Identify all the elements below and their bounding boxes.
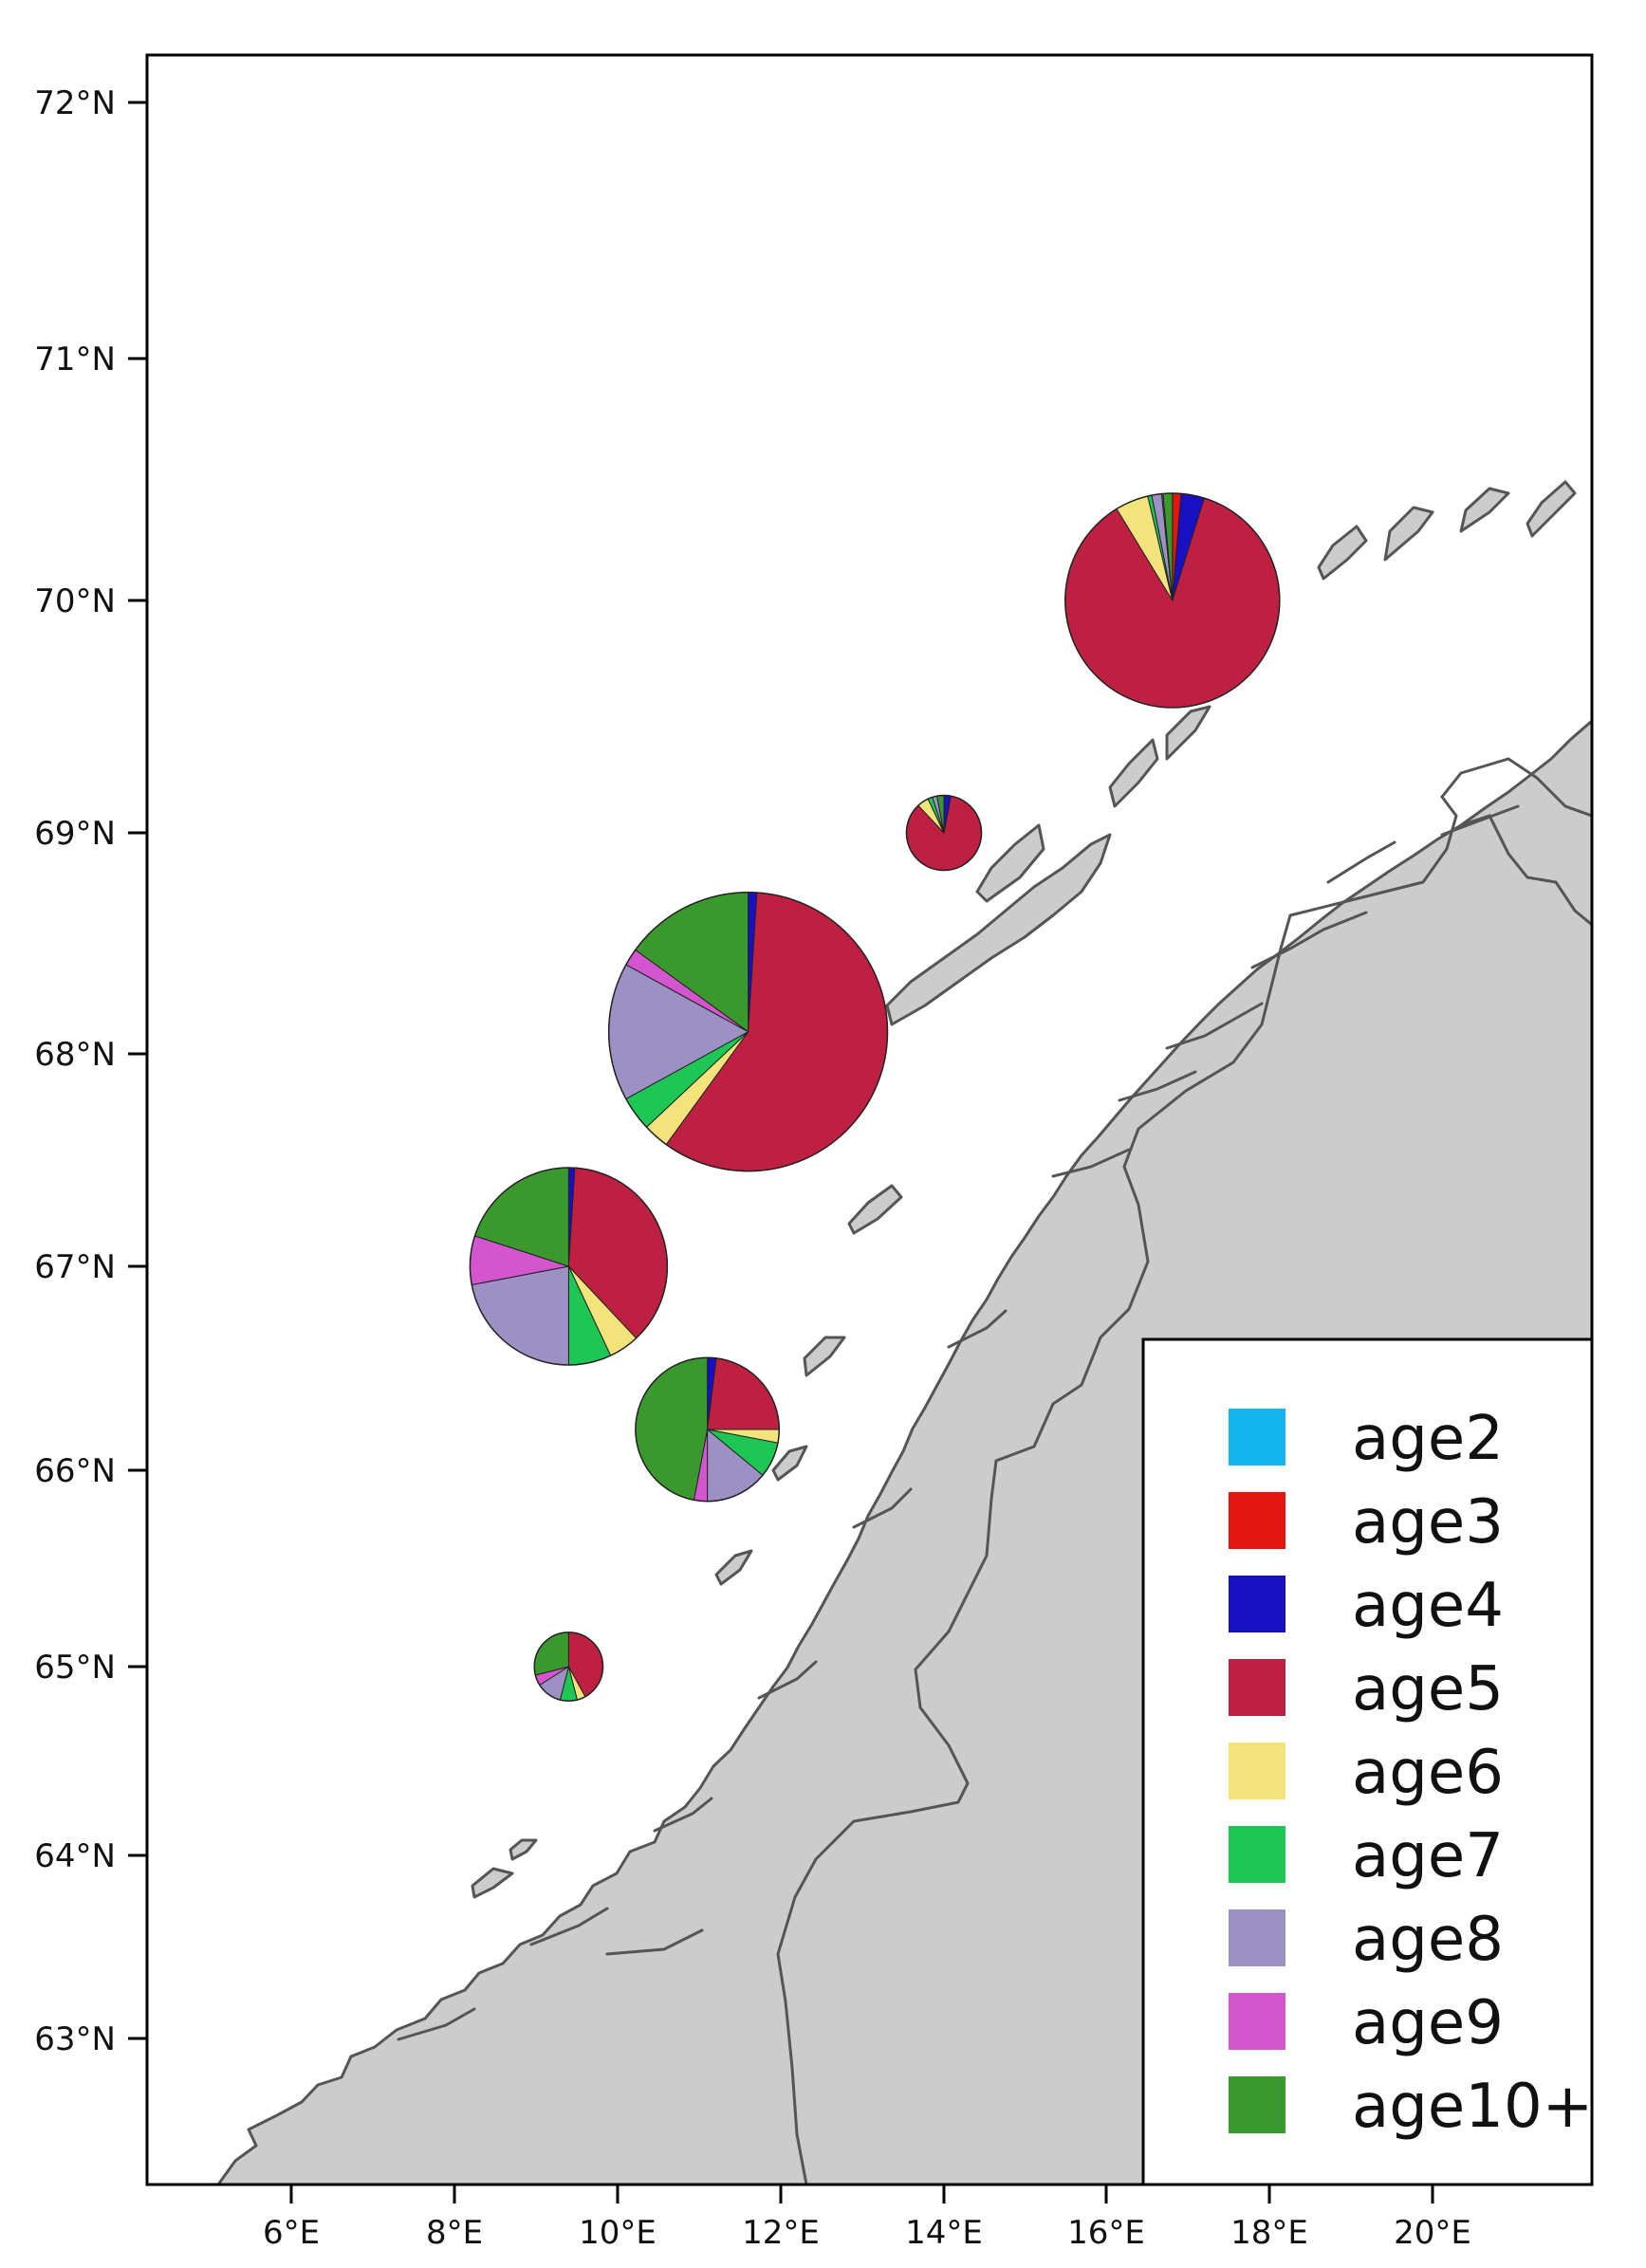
legend-swatch-age3 (1229, 1492, 1285, 1549)
lat-label-64: 64°N (34, 1837, 116, 1875)
legend-swatch-age7 (1229, 1826, 1285, 1883)
pie-2-outline (905, 794, 983, 872)
lat-label-68: 68°N (34, 1036, 116, 1074)
legend-label-age2: age2 (1352, 1404, 1504, 1474)
lat-label-71: 71°N (34, 341, 116, 378)
lon-label-8: 8°E (426, 2214, 483, 2252)
legend-label-age9: age9 (1352, 1988, 1504, 2058)
legend-label-age10+: age10+ (1352, 2072, 1593, 2142)
pie-1-outline (1064, 492, 1281, 709)
legend-label-age8: age8 (1352, 1905, 1504, 1975)
pie-chart-2 (905, 794, 983, 872)
legend-label-age4: age4 (1352, 1571, 1504, 1641)
pie-3-outline (607, 892, 889, 1172)
lon-label-20: 20°E (1394, 2214, 1471, 2252)
lat-label-69: 69°N (34, 815, 116, 853)
lon-label-14: 14°E (905, 2214, 983, 2252)
map-frame (145, 53, 1594, 2186)
legend-swatch-age4 (1229, 1576, 1285, 1632)
legend-swatch-age5 (1229, 1659, 1285, 1716)
national-border (776, 757, 1592, 2185)
legend-label-age3: age3 (1352, 1487, 1504, 1558)
national-border-east (1460, 814, 1592, 927)
coastline-details (397, 804, 1520, 2041)
legend-swatch-age6 (1229, 1742, 1285, 1799)
longitude-axis: 6°E 8°E 10°E 12°E 14°E 16°E 18°E 20°E (263, 2185, 1471, 2252)
lat-label-65: 65°N (34, 1649, 116, 1687)
lat-label-72: 72°N (34, 84, 116, 122)
pie-6-outline (533, 1632, 604, 1702)
pie-chart-5 (635, 1356, 781, 1503)
pie-4-outline (469, 1167, 669, 1366)
lon-label-16: 16°E (1067, 2214, 1145, 2252)
lon-label-6: 6°E (263, 2214, 320, 2252)
legend-swatch-age10+ (1229, 2076, 1285, 2133)
legend-swatch-age8 (1229, 1909, 1285, 1966)
legend-box (1141, 1337, 1594, 2186)
latitude-axis: 72°N 71°N 70°N 69°N 68°N 67°N 66°N 65°N … (34, 84, 147, 2058)
pie-charts (469, 492, 1281, 1702)
legend: age2 age3 age4 age5 age6 age7 age8 age9 age10+ (1141, 1337, 1594, 2186)
lat-label-67: 67°N (34, 1248, 116, 1286)
lon-label-10: 10°E (579, 2214, 657, 2252)
pie-chart-4 (469, 1167, 669, 1366)
lat-label-63: 63°N (34, 2020, 116, 2058)
lat-label-70: 70°N (34, 582, 116, 620)
lon-label-12: 12°E (742, 2214, 820, 2252)
legend-swatch-age2 (1229, 1409, 1285, 1466)
legend-label-age7: age7 (1352, 1821, 1504, 1891)
legend-swatch-age9 (1229, 1993, 1285, 2050)
pie-chart-1 (1064, 492, 1281, 709)
legend-label-age5: age5 (1352, 1654, 1504, 1724)
pie-chart-6 (533, 1632, 604, 1702)
legend-label-age6: age6 (1352, 1738, 1504, 1808)
coastal-islands (471, 480, 1577, 1899)
pie-chart-3 (607, 892, 889, 1172)
lon-label-18: 18°E (1230, 2214, 1308, 2252)
lat-label-66: 66°N (34, 1452, 116, 1490)
pie-5-outline (635, 1356, 781, 1503)
